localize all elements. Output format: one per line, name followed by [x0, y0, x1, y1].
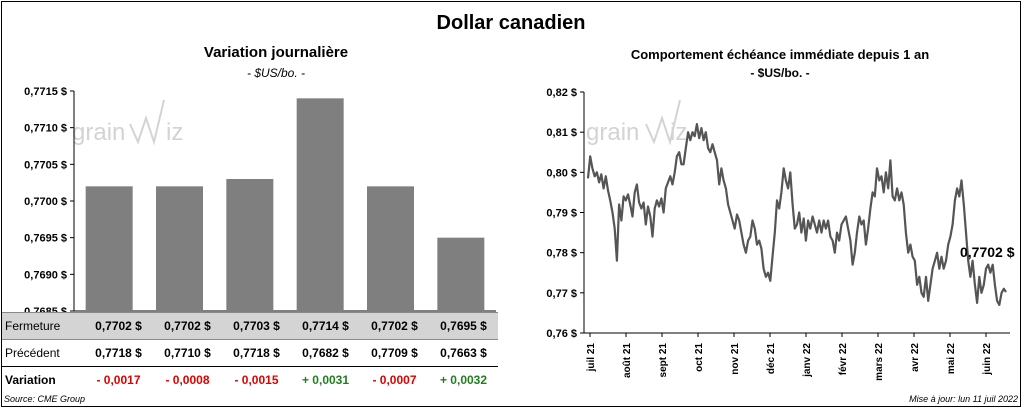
- page-title: Dollar canadien: [436, 12, 586, 34]
- variation-cell: - 0,0007: [372, 373, 417, 387]
- table-row-variation: Variation - 0,0017 - 0,0008 - 0,0015 + 0…: [2, 367, 498, 394]
- table-cell: 0,7709 $: [360, 339, 429, 367]
- series-line: [586, 122, 1007, 306]
- table-cell: 0,7702 $: [84, 312, 153, 340]
- table-cell: 0,7703 $: [222, 312, 291, 340]
- data-table: Fermeture 0,7702 $ 0,7702 $ 0,7703 $ 0,7…: [2, 312, 498, 393]
- variation-cell: + 0,0031: [301, 373, 350, 387]
- bar: [156, 186, 203, 311]
- source-note: Source: CME Group: [4, 394, 86, 404]
- y-tick-label: 0,79 $: [546, 208, 577, 220]
- line-chart-subtitle: - $US/bo. -: [750, 66, 810, 80]
- svg-text:grain: grain: [586, 119, 639, 146]
- y-tick-label: 0,77 $: [546, 288, 577, 300]
- y-tick-label: 0,76 $: [546, 328, 577, 340]
- variation-cell: + 0,0032: [439, 373, 488, 387]
- bar-chart-watermark: grain iz: [72, 99, 183, 146]
- last-value-label: 0,7702 $: [960, 244, 1015, 260]
- bar-chart-title: Variation journalière: [203, 44, 349, 61]
- bar: [296, 98, 344, 311]
- table-row-precedent: Précédent 0,7718 $ 0,7710 $ 0,7718 $ 0,7…: [2, 339, 498, 367]
- y-tick-label: 0,7695 $: [24, 233, 67, 245]
- y-tick-label: 0,7710 $: [24, 123, 67, 135]
- x-tick-label: févr 22: [838, 343, 849, 376]
- table-row-fermeture: Fermeture 0,7702 $ 0,7702 $ 0,7703 $ 0,7…: [2, 312, 498, 340]
- bar: [367, 186, 414, 311]
- table-cell: 0,7702 $: [360, 312, 429, 340]
- table-cell: 0,7718 $: [84, 339, 153, 367]
- variation-cell: - 0,0017: [96, 373, 141, 387]
- variation-cell: - 0,0008: [165, 373, 210, 387]
- x-tick-label: nov 21: [730, 343, 741, 375]
- y-tick-label: 0,80 $: [546, 167, 577, 179]
- x-tick-label: déc 21: [766, 343, 777, 375]
- x-tick-label: mars 22: [874, 343, 885, 381]
- y-tick-label: 0,82 $: [546, 87, 577, 99]
- bar: [85, 186, 133, 311]
- table-cell: 0,7718 $: [222, 339, 291, 367]
- table-cell: 0,7702 $: [153, 312, 222, 340]
- y-tick-label: 0,7690 $: [24, 269, 67, 281]
- svg-text:iz: iz: [166, 119, 183, 146]
- y-tick-label: 0,7700 $: [24, 196, 67, 208]
- row-label: Précédent: [2, 339, 84, 367]
- x-tick-label: sept 21: [658, 343, 669, 378]
- svg-text:iz: iz: [670, 119, 687, 146]
- table-cell: 0,7682 $: [291, 339, 360, 367]
- x-tick-label: janv 22: [802, 343, 813, 378]
- y-tick-label: 0,78 $: [546, 248, 577, 260]
- table-cell: 0,7695 $: [429, 312, 498, 340]
- x-tick-label: avr 22: [910, 343, 921, 372]
- svg-text:grain: grain: [72, 119, 125, 146]
- x-tick-label: mai 22: [946, 343, 957, 375]
- row-label: Fermeture: [2, 312, 84, 340]
- variation-cell: - 0,0015: [234, 373, 279, 387]
- line-chart-title: Comportement échéance immédiate depuis 1…: [630, 47, 930, 62]
- bar: [226, 179, 274, 311]
- table-cell: 0,7714 $: [291, 312, 360, 340]
- update-note: Mise à jour: lun 11 juil 2022: [909, 394, 1018, 404]
- table-cell: 0,7663 $: [429, 339, 498, 367]
- y-tick-label: 0,7715 $: [24, 86, 67, 98]
- bar-chart-subtitle: - $US/bo. -: [246, 66, 306, 80]
- x-tick-label: juin 22: [982, 343, 993, 376]
- y-tick-label: 0,81 $: [546, 127, 577, 139]
- x-tick-label: oct 21: [694, 343, 705, 372]
- line-chart-watermark: grain iz: [586, 99, 687, 146]
- x-tick-label: août 21: [622, 343, 633, 378]
- x-tick-label: juil 21: [586, 343, 597, 373]
- row-label: Variation: [5, 373, 56, 387]
- table-cell: 0,7710 $: [153, 339, 222, 367]
- y-tick-label: 0,7705 $: [24, 159, 67, 171]
- bar: [437, 237, 485, 311]
